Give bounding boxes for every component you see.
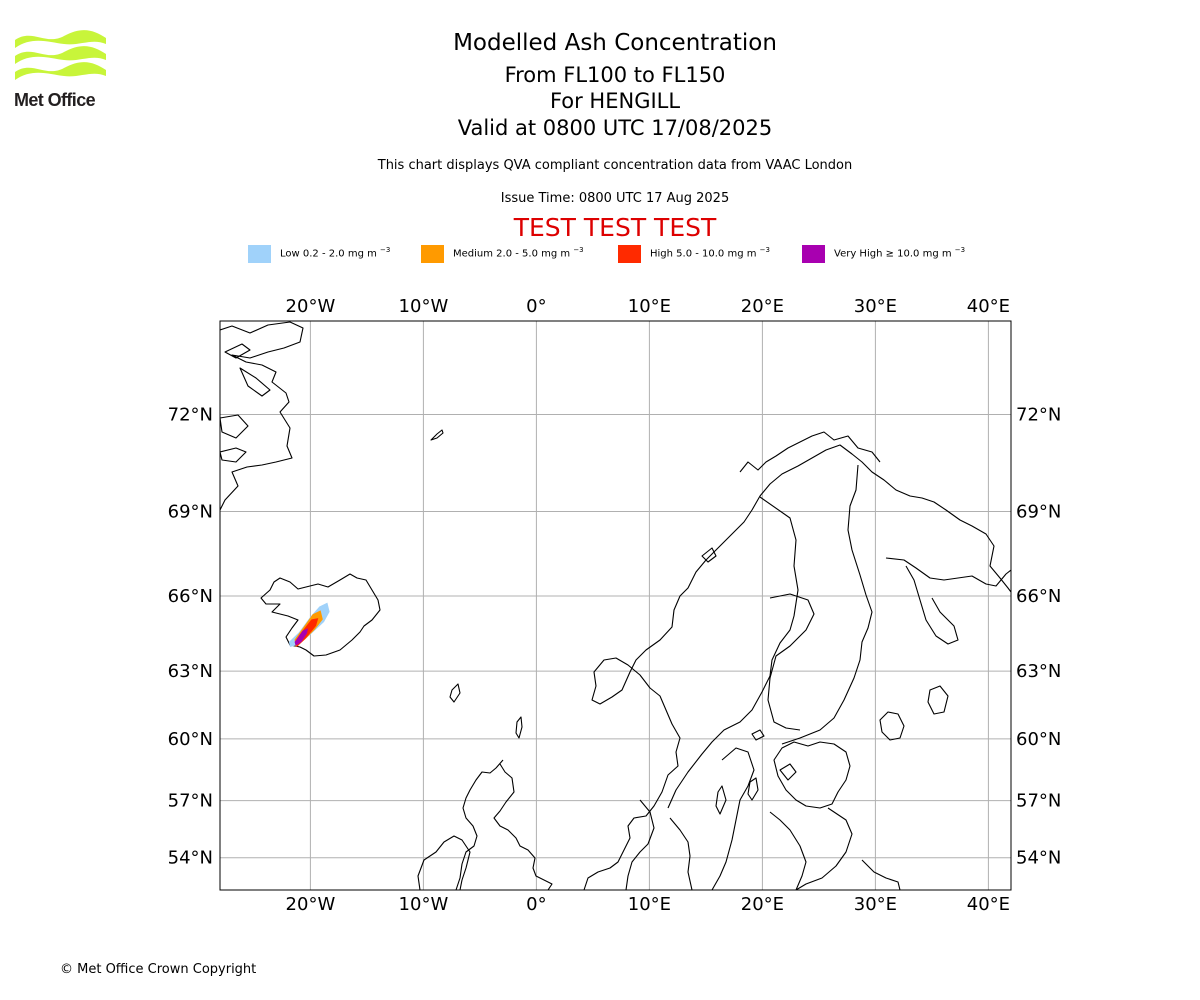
legend-label-low: Low 0.2 - 2.0 mg m xyxy=(280,248,377,260)
coastline-great-britain xyxy=(455,759,553,890)
lat-tick-label-left: 63°N xyxy=(168,661,213,682)
lat-tick-label-right: 57°N xyxy=(1016,791,1061,812)
ash-plume-very-high xyxy=(294,628,309,646)
lon-tick-label-top: 30°E xyxy=(854,296,897,317)
coastline-greenland-south xyxy=(220,447,247,463)
coastline-lofoten xyxy=(701,547,717,563)
ash-plume xyxy=(288,602,330,647)
copyright: © Met Office Crown Copyright xyxy=(60,962,257,977)
coastline-gulf-of-bothnia xyxy=(767,593,815,731)
lat-tick-label-left: 54°N xyxy=(168,848,213,869)
lon-tick-label-bottom: 10°W xyxy=(399,894,449,915)
lon-tick-label-top: 20°E xyxy=(741,296,784,317)
lat-tick-label-left: 57°N xyxy=(168,791,213,812)
map-tick-labels: 20°W 20°W 10°W 10°W 0° 0° 10°E 10°E 20°E 20°E 30°E… xyxy=(168,296,1062,915)
lon-tick-label-bottom: 20°W xyxy=(286,894,336,915)
coastline-faroe xyxy=(449,683,461,703)
coastline-iceland xyxy=(260,573,381,657)
coastlines xyxy=(220,321,1011,890)
coastline-greenland-inlet xyxy=(224,343,251,359)
lat-tick-label-right: 72°N xyxy=(1016,405,1061,426)
legend-exp-medium: −3 xyxy=(573,246,584,254)
lat-tick-label-right: 69°N xyxy=(1016,501,1061,522)
coastline-lake-onega xyxy=(927,685,949,715)
met-office-logo: Met Office xyxy=(14,30,109,112)
volcano-name: For HENGILL xyxy=(549,89,681,113)
coastline-jan-mayen xyxy=(430,429,444,441)
legend-label-very-high: Very High ≥ 10.0 mg m xyxy=(834,248,952,260)
lon-tick-label-top: 20°W xyxy=(286,296,336,317)
logo-text: Met Office xyxy=(14,90,96,110)
legend-swatch-low xyxy=(248,245,271,263)
legend-swatch-high xyxy=(618,245,641,263)
legend-swatch-very-high xyxy=(802,245,825,263)
valid-time: Valid at 0800 UTC 17/08/2025 xyxy=(457,116,773,140)
lat-tick-label-left: 69°N xyxy=(168,501,213,522)
coastline-gotland xyxy=(747,777,759,801)
chart-title: Modelled Ash Concentration xyxy=(453,30,777,56)
coastline-ireland xyxy=(417,835,471,890)
coastline-denmark xyxy=(625,799,693,890)
coastline-white-sea xyxy=(885,557,1011,645)
lat-tick-label-right: 60°N xyxy=(1016,729,1061,750)
legend-label-medium: Medium 2.0 - 5.0 mg m xyxy=(453,248,571,260)
coastline-shetland xyxy=(515,716,523,739)
test-banner: TEST TEST TEST xyxy=(513,213,717,242)
lon-tick-label-bottom: 40°E xyxy=(967,894,1010,915)
coastline-baltic-south xyxy=(711,741,851,890)
coastline-russia-east xyxy=(861,859,901,890)
lon-tick-label-bottom: 10°E xyxy=(628,894,671,915)
coastline-scandinavia xyxy=(583,444,1011,890)
map-gridlines xyxy=(220,321,1011,890)
lon-tick-label-bottom: 0° xyxy=(526,894,546,915)
lat-tick-label-left: 66°N xyxy=(168,586,213,607)
coastline-aland xyxy=(751,729,765,741)
coastline-greenland xyxy=(220,321,304,511)
legend-swatch-medium xyxy=(421,245,444,263)
coastline-estonia-islands xyxy=(779,763,797,781)
coastline-baltic-east xyxy=(769,807,853,890)
legend-label-high: High 5.0 - 10.0 mg m xyxy=(650,248,757,260)
coastline-greenland-island xyxy=(220,414,249,439)
met-office-waves-icon xyxy=(15,30,106,80)
concentration-legend: Low 0.2 - 2.0 mg m −3 Medium 2.0 - 5.0 m… xyxy=(0,244,1200,264)
lat-tick-label-left: 72°N xyxy=(168,405,213,426)
lon-tick-label-top: 40°E xyxy=(967,296,1010,317)
chart-description: This chart displays QVA compliant concen… xyxy=(377,158,853,173)
map-background xyxy=(220,321,1011,890)
lat-tick-label-left: 60°N xyxy=(168,729,213,750)
lon-tick-label-top: 0° xyxy=(526,296,546,317)
coastline-oland xyxy=(715,785,727,815)
legend-exp-low: −3 xyxy=(380,246,391,254)
flight-levels: From FL100 to FL150 xyxy=(504,63,726,87)
issue-time: Issue Time: 0800 UTC 17 Aug 2025 xyxy=(500,191,730,206)
lon-tick-label-top: 10°W xyxy=(399,296,449,317)
lon-tick-label-bottom: 30°E xyxy=(854,894,897,915)
coastline-norway-sweden-border xyxy=(781,464,873,745)
legend-exp-high: −3 xyxy=(759,246,770,254)
lon-tick-label-top: 10°E xyxy=(628,296,671,317)
lon-tick-label-bottom: 20°E xyxy=(741,894,784,915)
legend-exp-very-high: −3 xyxy=(954,246,966,254)
coastline-lake-ladoga xyxy=(879,711,905,741)
map-frame xyxy=(219,320,1012,891)
lat-tick-label-right: 54°N xyxy=(1016,848,1061,869)
coastline-greenland-fjord xyxy=(239,367,271,397)
lat-tick-label-right: 63°N xyxy=(1016,661,1061,682)
lat-tick-label-right: 66°N xyxy=(1016,586,1061,607)
coastline-north-cape xyxy=(739,431,881,473)
